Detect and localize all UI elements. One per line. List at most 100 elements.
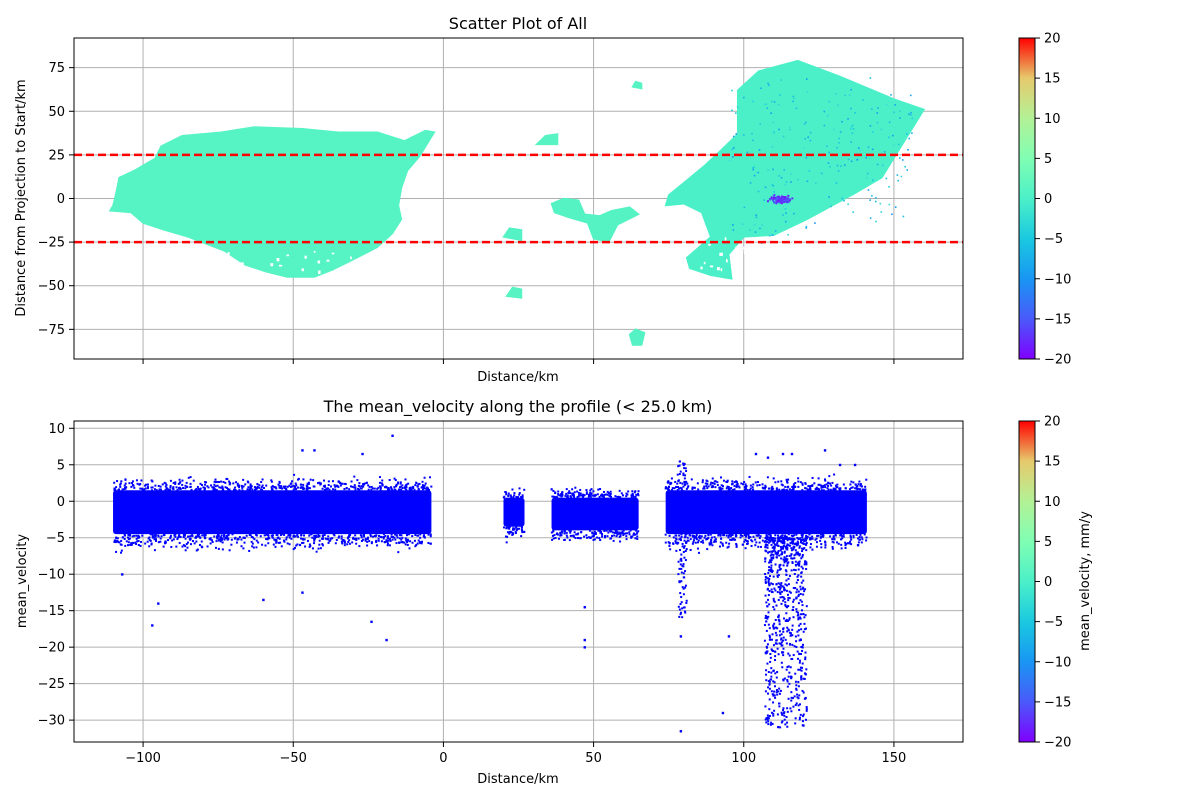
- bottom-scatter-point: [251, 488, 254, 491]
- bottom-scatter-point: [325, 488, 328, 491]
- bottom-scatter-point: [767, 533, 770, 536]
- bottom-subsidence-point: [799, 652, 802, 655]
- bottom-scatter-point: [608, 529, 611, 532]
- top-subsidence-point: [779, 199, 782, 202]
- bottom-scatter-point: [228, 481, 231, 484]
- bottom-scatter-point: [859, 483, 862, 486]
- bottom-scatter-point: [278, 486, 281, 489]
- bottom-subsidence-point: [798, 718, 801, 721]
- top-speckle-point: [854, 112, 856, 114]
- bottom-scatter-point: [119, 482, 122, 485]
- top-gap: [240, 262, 244, 265]
- top-speckle-point: [904, 165, 906, 168]
- bottom-scatter-point: [206, 545, 209, 548]
- bottom-scatter-point: [559, 534, 562, 537]
- bottom-scatter-point: [389, 539, 392, 542]
- bottom-scatter-point: [744, 483, 747, 486]
- bottom-scatter-point: [619, 496, 622, 499]
- bottom-scatter-point: [363, 483, 366, 486]
- bottom-scatter-point: [563, 532, 566, 535]
- top-speckle-point: [767, 84, 770, 86]
- top-gap: [700, 266, 703, 270]
- bottom-subsidence-point: [771, 633, 774, 636]
- top-speckle-point: [911, 117, 914, 120]
- bottom-scatter-point: [832, 541, 835, 544]
- bottom-scatter-point: [593, 494, 596, 497]
- bottom-scatter-point: [636, 537, 639, 540]
- bottom-scatter-point: [267, 534, 270, 537]
- bottom-colorbar-tick-label: −20: [1044, 736, 1071, 751]
- bottom-scatter-point: [407, 533, 410, 536]
- top-gap: [709, 265, 714, 268]
- bottom-scatter-point: [839, 487, 842, 490]
- bottom-scatter-point: [415, 543, 418, 546]
- bottom-scatter-point: [353, 538, 356, 541]
- bottom-subsidence-point: [764, 578, 767, 581]
- bottom-scatter-point: [727, 545, 730, 548]
- bottom-scatter-point: [680, 487, 683, 490]
- bottom-scatter-point: [609, 490, 612, 493]
- bottom-scatter-point: [677, 541, 680, 544]
- bottom-scatter-point: [153, 536, 156, 539]
- bottom-scatter-point: [725, 480, 728, 483]
- bottom-scatter-point: [735, 542, 738, 545]
- bottom-scatter-point: [302, 478, 305, 481]
- bottom-scatter-point: [354, 486, 357, 489]
- bottom-subsidence-point: [767, 723, 770, 726]
- bottom-subsidence-point: [768, 577, 771, 580]
- top-speckle-point: [742, 96, 745, 99]
- bottom-scatter-point: [399, 485, 402, 488]
- bottom-subsidence-point: [781, 595, 784, 598]
- bottom-scatter-point: [294, 546, 297, 549]
- bottom-subsidence-point: [796, 650, 799, 653]
- bottom-subsidence-point: [768, 698, 771, 701]
- top-speckle-point: [826, 145, 828, 148]
- bottom-outlier-point: [157, 602, 160, 605]
- bottom-scatter-point: [774, 481, 777, 484]
- top-speckle-point: [759, 227, 761, 230]
- bottom-scatter-point: [672, 536, 675, 539]
- bottom-scatter-point: [216, 537, 219, 540]
- bottom-scatter-point: [567, 496, 570, 499]
- bottom-scatter-point: [692, 541, 695, 544]
- bottom-scatter-point: [196, 485, 199, 488]
- top-speckle-point: [752, 168, 754, 171]
- bottom-scatter-point: [132, 484, 135, 487]
- bottom-subsidence-point: [795, 596, 798, 599]
- top-speckle-point: [752, 100, 754, 103]
- bottom-scatter-point: [287, 534, 290, 537]
- bottom-plot-frame: [73, 420, 964, 743]
- bottom-scatter-point: [233, 488, 236, 491]
- bottom-scatter-point: [118, 488, 121, 491]
- bottom-scatter-point: [754, 538, 757, 541]
- bottom-scatter-point: [553, 534, 556, 537]
- bottom-scatter-point: [571, 492, 574, 495]
- bottom-scatter-point: [427, 533, 430, 536]
- bottom-scatter-point: [801, 533, 804, 536]
- bottom-subsidence-point: [801, 649, 804, 652]
- bottom-scatter-point: [205, 481, 208, 484]
- bottom-scatter-point: [396, 536, 399, 539]
- bottom-subsidence-point: [786, 562, 789, 565]
- top-speckle-point: [897, 143, 900, 146]
- bottom-scatter-point: [254, 488, 257, 491]
- bottom-scatter-point: [211, 486, 214, 489]
- bottom-scatter-point: [368, 540, 371, 543]
- bottom-scatter-point: [176, 538, 179, 541]
- top-speckle-point: [764, 186, 767, 189]
- bottom-scatter-point: [388, 478, 391, 481]
- bottom-subsidence-point: [795, 646, 798, 649]
- bottom-scatter-point: [702, 487, 705, 490]
- bottom-scatter-point: [378, 481, 381, 484]
- bottom-subsidence-point: [801, 715, 804, 718]
- bottom-scatter-point: [127, 536, 130, 539]
- bottom-scatter-point: [684, 584, 687, 587]
- bottom-scatter-point: [621, 530, 624, 533]
- top-gap: [735, 246, 738, 250]
- bottom-scatter-point: [857, 483, 860, 486]
- top-x-axis-label: Distance/km: [477, 370, 558, 385]
- bottom-scatter-point: [351, 541, 354, 544]
- bottom-subsidence-point: [766, 588, 769, 591]
- top-speckle-point: [774, 230, 777, 232]
- bottom-subsidence-point: [775, 544, 778, 547]
